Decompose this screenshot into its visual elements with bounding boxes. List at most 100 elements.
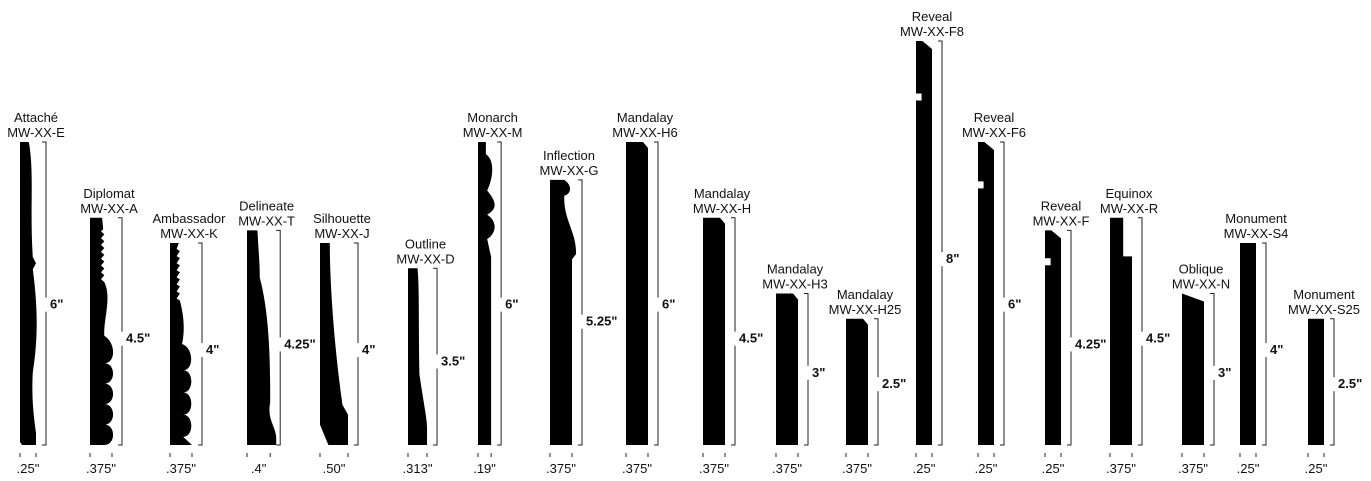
width-label: .375" (699, 461, 729, 476)
profile-code: MW-XX-F6 (962, 125, 1026, 140)
height-label-bg (1002, 297, 1006, 312)
profile-shape (478, 142, 495, 445)
profile-name: Mandalay (694, 186, 751, 201)
height-label: 4.5" (739, 331, 763, 346)
profile-shape (20, 142, 37, 445)
profile-code: MW-XX-K (160, 226, 218, 241)
width-label: .375" (1178, 461, 1208, 476)
profile-code: MW-XX-E (7, 125, 65, 140)
profile-name: Mandalay (767, 262, 824, 277)
profile-code: MW-XX-N (1172, 277, 1230, 292)
height-label: 4.5" (1146, 331, 1170, 346)
height-bracket (654, 141, 659, 446)
height-bracket (578, 179, 583, 446)
width-label: .375" (546, 461, 576, 476)
profile-name: Silhouette (313, 211, 371, 226)
height-label: 4" (1270, 342, 1283, 357)
height-label-bg (200, 343, 204, 358)
height-label-bg (278, 337, 283, 352)
height-label: 6" (50, 297, 63, 312)
profile-name: Mandalay (837, 287, 894, 302)
width-label: .25" (1042, 461, 1065, 476)
width-label: .375" (622, 461, 652, 476)
height-label: 3" (812, 365, 825, 380)
height-label-bg (656, 297, 660, 312)
profile-code: MW-XX-G (540, 163, 599, 178)
profile-name: Reveal (974, 110, 1015, 125)
height-label-bg (733, 331, 737, 346)
profile-name: Monarch (467, 110, 518, 125)
profile-code: MW-XX-D (396, 251, 454, 266)
width-label: .375" (772, 461, 802, 476)
height-bracket (1138, 217, 1143, 446)
profile-name: Outline (405, 236, 446, 251)
height-label: 2.5" (1338, 376, 1362, 391)
profile-code: MW-XX-T (238, 213, 295, 228)
height-label-bg (940, 252, 944, 267)
profile-code: MW-XX-R (1100, 201, 1158, 216)
width-label: .375" (842, 461, 872, 476)
profile-code: MW-XX-J (314, 226, 369, 241)
profile-name: Monument (1293, 287, 1355, 302)
width-label: .375" (166, 461, 196, 476)
profile-shape (320, 243, 348, 445)
profile-code: MW-XX-F8 (900, 24, 964, 39)
height-label: 8" (946, 251, 959, 266)
height-label: 3" (1218, 365, 1231, 380)
profile-code: MW-XX-H (693, 201, 751, 216)
height-label-bg (1212, 365, 1216, 380)
height-label: 6" (505, 297, 518, 312)
profile-shape (776, 293, 798, 445)
height-label: 3.5" (441, 353, 465, 368)
height-label: 4" (206, 342, 219, 357)
height-label-bg (1140, 331, 1144, 346)
profile-name: Reveal (1041, 198, 1082, 213)
height-label-bg (356, 343, 360, 358)
profile-code: MW-XX-S25 (1288, 302, 1360, 317)
width-label: .25" (975, 461, 998, 476)
height-label-bg (806, 365, 810, 380)
width-label: .25" (1237, 461, 1260, 476)
profile-name: Ambassador (153, 211, 227, 226)
profile-name: Equinox (1106, 186, 1153, 201)
height-label: 6" (662, 297, 675, 312)
profile-shape (916, 41, 932, 445)
height-label: 2.5" (882, 376, 906, 391)
profile-code: MW-XX-A (80, 201, 138, 216)
height-label: 4.25" (1075, 336, 1106, 351)
height-bracket (497, 141, 502, 446)
width-label: .19" (473, 461, 496, 476)
profile-shape (703, 217, 725, 445)
profile-name: Diplomat (83, 186, 135, 201)
profile-shape (408, 268, 428, 445)
height-bracket (1000, 141, 1005, 446)
profile-shape (1240, 243, 1256, 445)
profile-code: MW-XX-H6 (612, 125, 677, 140)
width-label: .375" (1106, 461, 1136, 476)
profile-shape (550, 179, 577, 445)
height-label-bg (1069, 337, 1073, 352)
height-label-bg (1332, 377, 1336, 392)
profile-shape (1110, 217, 1132, 445)
profile-code: MW-XX-M (463, 125, 523, 140)
height-bracket (731, 217, 736, 446)
profile-shape (626, 142, 648, 445)
height-bracket (938, 40, 943, 446)
height-label-bg (435, 354, 440, 369)
profile-name: Reveal (912, 9, 953, 24)
profile-code: MW-XX-H3 (762, 277, 827, 292)
width-label: .25" (913, 461, 936, 476)
width-label: .25" (1305, 461, 1328, 476)
